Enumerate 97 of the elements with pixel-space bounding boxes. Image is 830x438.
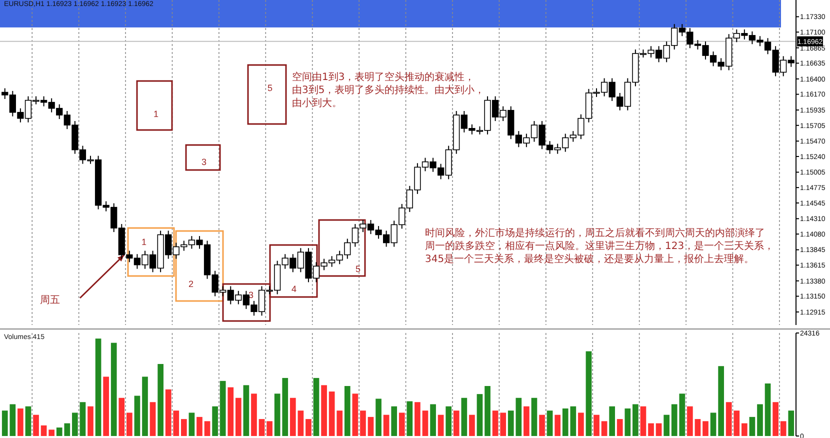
bar: [616, 419, 623, 436]
bar: [422, 410, 428, 436]
bar: [710, 412, 716, 436]
bar: [344, 386, 350, 436]
bar: [243, 385, 250, 436]
bar: [336, 410, 343, 436]
bar: [383, 414, 390, 436]
bar: [718, 366, 724, 436]
annotation: 5: [267, 83, 273, 93]
bar: [95, 338, 102, 436]
bar: [780, 421, 786, 436]
annotation: 4: [291, 284, 297, 294]
bar: [204, 421, 210, 436]
bar: [430, 404, 436, 436]
bar: [414, 402, 420, 436]
bar: [188, 412, 195, 436]
bar: [539, 414, 545, 436]
bar: [578, 412, 584, 436]
bar: [88, 406, 94, 436]
annotation: 1: [153, 109, 159, 119]
bar: [624, 408, 631, 436]
bar: [118, 398, 125, 436]
bar: [298, 410, 304, 436]
bar: [664, 414, 670, 436]
bar: [702, 421, 708, 436]
bar: [266, 421, 272, 436]
annotation: 周五: [40, 295, 60, 306]
bar: [158, 364, 164, 436]
bar: [80, 402, 86, 436]
bar: [181, 419, 187, 436]
bar: [328, 392, 335, 436]
bar: [446, 406, 452, 436]
bar: [196, 416, 202, 436]
bar: [360, 410, 366, 436]
bar: [554, 414, 561, 436]
annotation: 空间由1到3，表明了空头推动的衰减性，由3到5，表明了多头的持续性。由大到小，由小到大。: [292, 71, 485, 109]
bar: [742, 423, 748, 436]
bar: [609, 406, 616, 436]
bar: [476, 394, 483, 436]
bar: [321, 385, 327, 436]
bar: [40, 425, 47, 436]
bar: [632, 404, 638, 436]
bar: [524, 406, 530, 436]
bar: [757, 404, 763, 436]
bar: [398, 412, 405, 436]
bar: [251, 394, 257, 436]
bar: [33, 414, 39, 436]
bar: [313, 378, 320, 436]
bar: [110, 342, 117, 436]
bar: [687, 406, 693, 436]
bar: [368, 416, 374, 436]
bar: [484, 386, 490, 436]
bar: [126, 412, 132, 436]
bar: [500, 412, 506, 436]
bar: [212, 406, 218, 436]
bar: [531, 398, 538, 436]
bar: [228, 387, 234, 436]
annotation: 时间风险，外汇市场是持续运行的，周五之后就看不到周六周天的内部演绎了周一的跌多跌空，相应有一点风险。这里讲三生万物，123，是一个三天关系，345是一个三天关系，最终是空头被破，还是要从力量上，报价上去理解。: [425, 227, 774, 265]
bar: [656, 423, 662, 436]
annotation: 2: [188, 279, 194, 289]
bar: [103, 376, 109, 436]
bar: [469, 414, 475, 436]
bar: [48, 430, 54, 436]
bar: [258, 419, 265, 436]
annotation: 1: [141, 237, 147, 247]
bar: [18, 408, 24, 436]
bar: [306, 419, 312, 436]
bar: [438, 414, 444, 436]
bar: [546, 410, 553, 436]
annotation: 5: [355, 264, 361, 274]
bar: [72, 412, 78, 436]
bar: [648, 423, 654, 436]
annotation: 3: [201, 157, 207, 167]
bar: [150, 402, 156, 436]
bar: [694, 419, 701, 436]
bar: [406, 401, 413, 436]
bar: [749, 416, 756, 436]
bar: [492, 410, 498, 436]
bar: [586, 351, 592, 436]
bar: [391, 406, 398, 436]
bar: [220, 380, 226, 436]
bar: [601, 421, 608, 436]
bar: [142, 376, 148, 436]
annotation: 3: [248, 290, 254, 300]
bar: [640, 406, 646, 436]
bar: [352, 394, 358, 436]
bar: [376, 398, 382, 436]
bar: [25, 406, 32, 436]
bar: [235, 398, 242, 436]
bar: [453, 410, 460, 436]
bar: [461, 398, 468, 436]
bar: [290, 398, 296, 436]
bar: [764, 383, 771, 436]
bar: [134, 396, 140, 436]
bar: [772, 402, 778, 436]
bar: [594, 414, 600, 436]
bar: [788, 410, 794, 436]
